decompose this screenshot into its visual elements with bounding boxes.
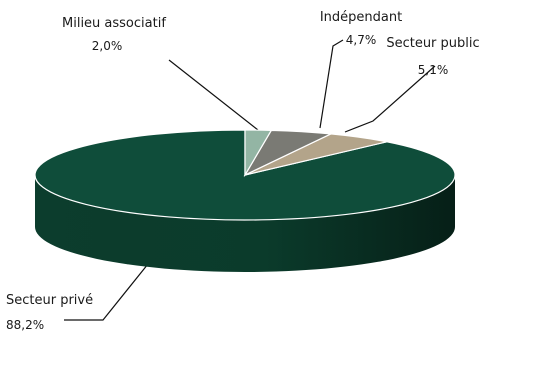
- slice-value: 2,0%: [91, 39, 123, 53]
- leader-lines: [64, 39, 436, 321]
- slice-name: Milieu associatif: [62, 16, 166, 31]
- leader-line-secteur-prive: [64, 263, 149, 321]
- slice-value: 5,1%: [417, 63, 449, 77]
- slice-name: Indépendant: [319, 10, 403, 25]
- pie-slice-milieu-associatif: [244, 129, 273, 178]
- slice-name: Secteur privé: [6, 293, 94, 308]
- leader-line-independant: [319, 39, 344, 129]
- slice-value: 88,2%: [6, 318, 45, 332]
- leader-line-milieu-associatif: [168, 59, 259, 131]
- slice-label-secteur-public: Secteur public 5,1%: [378, 36, 488, 78]
- slice-label-independant: Indépendant 4,7%: [314, 10, 408, 48]
- slice-name: Secteur public: [386, 36, 480, 51]
- slice-value: 4,7%: [345, 33, 377, 47]
- pie-side-secteur-prive: [35, 175, 455, 272]
- slice-label-secteur-prive: Secteur privé 88,2%: [6, 293, 93, 333]
- slice-label-milieu-associatif: Milieu associatif 2,0%: [62, 16, 166, 54]
- leader-line-secteur-public: [344, 65, 436, 133]
